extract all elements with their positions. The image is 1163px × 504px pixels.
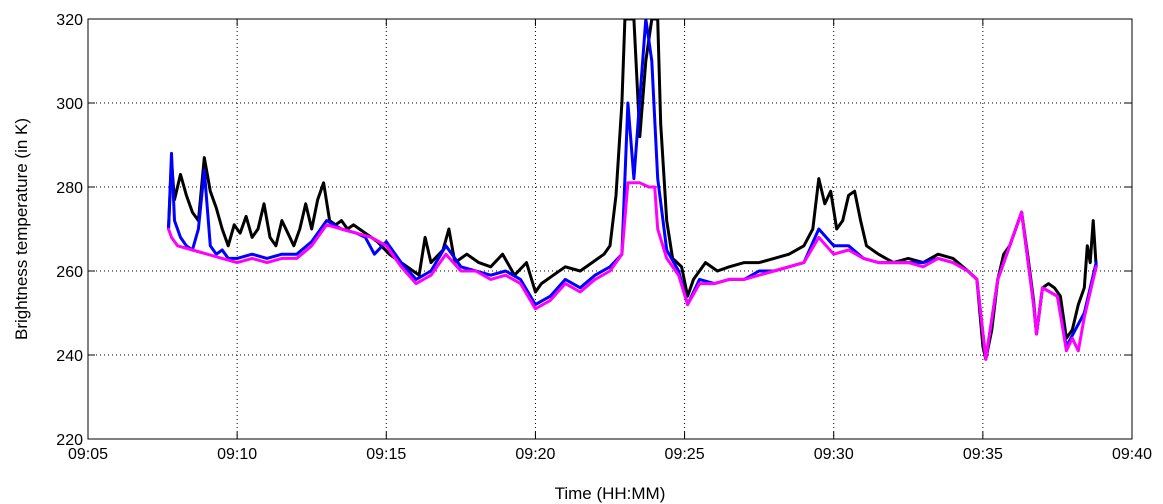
x-tick-label: 09:05 bbox=[68, 446, 108, 463]
y-tick-label: 240 bbox=[56, 348, 83, 365]
x-tick-label: 09:20 bbox=[515, 446, 555, 463]
plot-frame bbox=[87, 18, 1133, 440]
series-black-line bbox=[167, 19, 1098, 361]
x-tick-label: 09:15 bbox=[366, 446, 406, 463]
x-axis-label: Time (HH:MM) bbox=[555, 484, 666, 503]
x-tick-label: 09:40 bbox=[1112, 446, 1152, 463]
plot-area bbox=[87, 18, 1133, 440]
y-tick-label: 320 bbox=[56, 12, 83, 29]
y-tick-label: 260 bbox=[56, 264, 83, 281]
x-tick-label: 09:25 bbox=[665, 446, 705, 463]
x-tick-labels: 09:05 09:10 09:15 09:20 09:25 09:30 09:35 09:40 bbox=[68, 446, 1152, 463]
x-tick-label: 09:10 bbox=[217, 446, 257, 463]
x-tick-label: 09:35 bbox=[963, 446, 1003, 463]
ticks bbox=[87, 18, 1133, 440]
y-tick-label: 300 bbox=[56, 96, 83, 113]
y-axis-label: Brightness temperature (in K) bbox=[12, 118, 31, 340]
y-tick-label: 220 bbox=[56, 432, 83, 449]
grid bbox=[88, 19, 1132, 439]
x-tick-label: 09:30 bbox=[814, 446, 854, 463]
y-tick-labels: 220 240 260 280 300 320 bbox=[56, 12, 83, 449]
y-tick-label: 280 bbox=[56, 180, 83, 197]
series-magenta-line bbox=[167, 181, 1098, 361]
series-blue-line bbox=[167, 19, 1098, 361]
series-layer bbox=[167, 19, 1098, 361]
